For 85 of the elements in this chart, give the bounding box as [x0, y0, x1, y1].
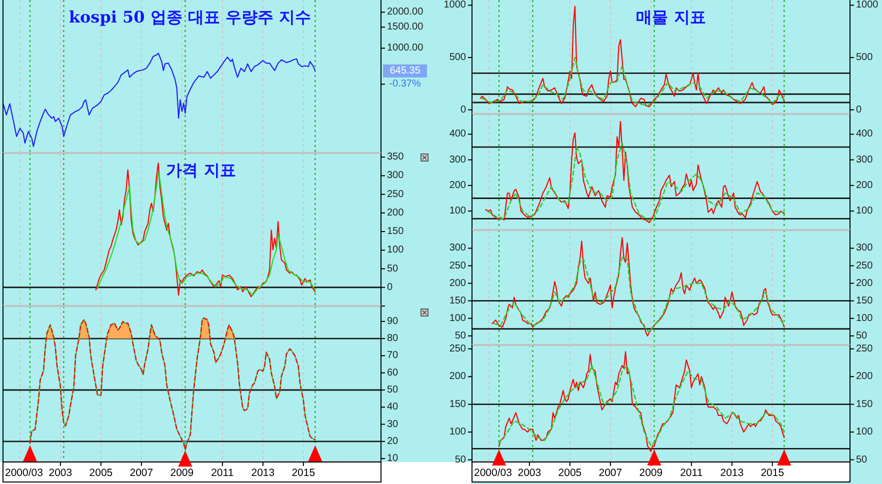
y-tick-label: 200	[387, 207, 404, 218]
text: -0.37%	[389, 78, 421, 90]
y-tick-label: 500	[449, 52, 466, 64]
x-tick-label: 2015	[760, 467, 784, 479]
x-tick-label: 2013	[251, 467, 275, 479]
y2-tick-label: 100	[856, 426, 874, 438]
x-tick-label: 2009	[639, 467, 663, 479]
x-tick-label: 2003	[518, 467, 542, 479]
y-tick-label: 100	[387, 244, 404, 256]
y2-tick-label: 500	[856, 52, 874, 64]
y-tick-label: 60	[387, 367, 399, 378]
line-series	[492, 237, 785, 336]
x-tick-label: 2007	[130, 467, 154, 479]
y-tick-label: 50	[454, 330, 466, 342]
y-tick-label: 250	[449, 260, 466, 272]
x-tick-label: 2000/03	[474, 467, 512, 479]
line-series	[482, 56, 785, 106]
y-tick-label: 100	[449, 426, 466, 438]
text: kospi 50 업종 대표 우량주 지수	[68, 8, 312, 26]
line-series	[480, 6, 785, 108]
y-tick-label: 50	[454, 454, 466, 466]
y2-tick-label: 100	[856, 312, 874, 324]
y2-tick-label: 150	[856, 295, 874, 306]
y-tick-label: 0	[460, 104, 466, 116]
y-tick-label: 90	[387, 316, 399, 327]
x-tick-label: 2013	[720, 467, 744, 479]
y-tick-label: 100	[449, 206, 466, 217]
text: 매물 지표	[636, 8, 706, 26]
text: 가격 지표	[166, 160, 236, 180]
text: 645.35	[390, 65, 421, 76]
x-tick-label: 2015	[292, 467, 316, 479]
y-tick-label: 50	[387, 263, 399, 274]
y-tick-label: 10	[387, 453, 399, 464]
y2-tick-label: 250	[856, 343, 874, 354]
y-tick-label: 250	[387, 188, 404, 200]
x-tick-label: 2000/03	[5, 467, 44, 479]
x-tick-label: 2003	[48, 467, 72, 479]
y2-tick-label: 50	[856, 330, 868, 342]
x-tick-label: 2011	[680, 467, 703, 479]
y-tick-label: 0	[387, 282, 393, 293]
x-tick-label: 2011	[211, 467, 234, 479]
y-tick-label: 1500.00	[387, 22, 424, 33]
y-tick-label: 200	[449, 180, 466, 191]
x-tick-label: 2007	[598, 467, 622, 479]
y-tick-label: 200	[449, 371, 466, 382]
y-tick-label: 400	[449, 128, 466, 140]
y-tick-label: 150	[387, 226, 404, 238]
y2-tick-label: 200	[856, 371, 874, 382]
y2-tick-label: 0	[856, 104, 862, 116]
y-tick-label: 50	[387, 384, 399, 396]
y2-tick-label: 1000	[856, 0, 879, 11]
y-tick-label: 300	[449, 154, 466, 166]
y-tick-label: 30	[387, 418, 399, 430]
y-tick-label: 1000.00	[387, 42, 424, 54]
line-series	[486, 142, 785, 221]
x-tick-label: 2009	[170, 467, 194, 479]
y-tick-label: 350	[387, 152, 404, 163]
y-tick-label: 300	[387, 170, 404, 182]
y-tick-label: 70	[387, 350, 399, 362]
y2-tick-label: 250	[856, 260, 874, 272]
y2-tick-label: 50	[856, 454, 868, 466]
y2-tick-label: 200	[856, 180, 874, 191]
y-tick-label: 100	[449, 312, 466, 324]
y-tick-label: 150	[449, 295, 466, 306]
y-tick-label: 1000	[444, 0, 466, 11]
y-tick-label: 20	[387, 436, 399, 447]
y-tick-label: 300	[449, 242, 466, 254]
line-series	[493, 256, 785, 334]
y2-tick-label: 100	[856, 206, 874, 217]
y2-tick-label: 200	[856, 278, 874, 289]
y-tick-label: 150	[449, 398, 466, 410]
y-tick-label: 40	[387, 402, 399, 413]
y2-tick-label: 300	[856, 154, 874, 166]
line-series	[485, 120, 785, 224]
y-tick-label: 80	[387, 333, 399, 344]
x-tick-label: 2005	[558, 467, 582, 479]
y2-tick-label: 400	[856, 128, 874, 140]
line-series	[498, 364, 785, 447]
line-series	[3, 52, 316, 147]
y2-tick-label: 150	[856, 398, 874, 410]
y-tick-label: 250	[449, 343, 466, 354]
y2-tick-label: 300	[856, 242, 874, 254]
y-tick-label: 2000.00	[387, 6, 424, 18]
y-tick-label: 200	[449, 278, 466, 289]
x-tick-label: 2005	[89, 467, 113, 479]
